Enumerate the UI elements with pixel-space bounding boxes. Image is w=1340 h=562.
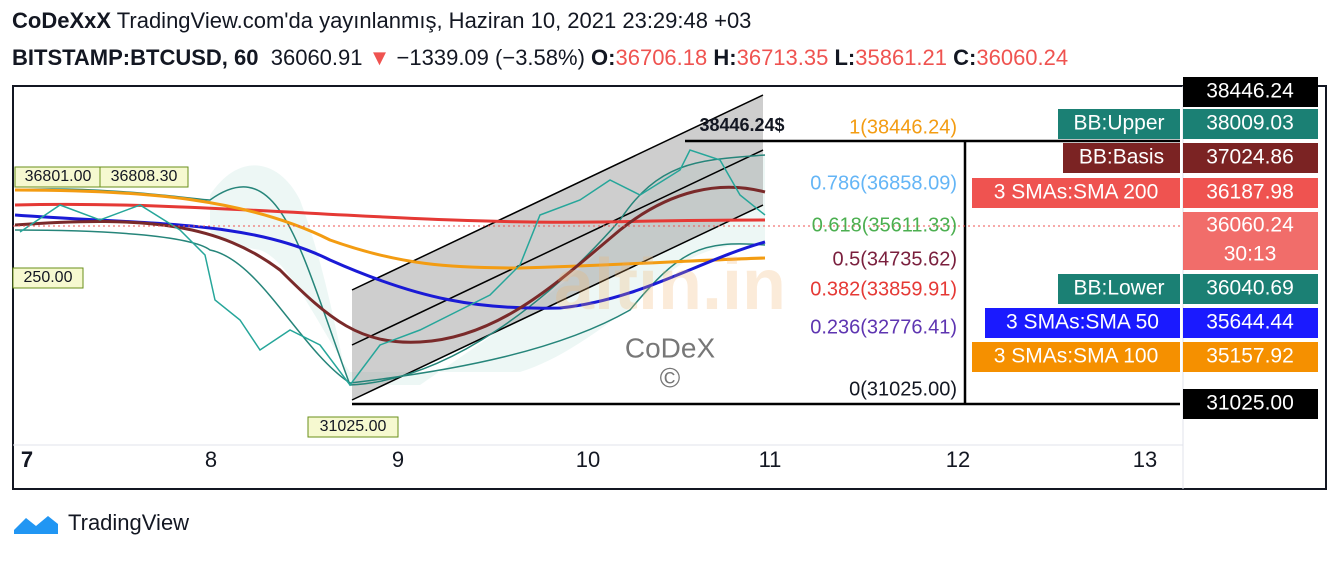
bb-basis	[14, 185, 766, 344]
watermark-logo: altin.in	[554, 245, 786, 325]
change: −1339.09 (−3.58%)	[396, 45, 585, 70]
ohlc-value: 36713.35	[736, 45, 829, 70]
point-label-box	[307, 416, 399, 438]
indicator-badge	[1058, 109, 1180, 139]
x-tick-label: 7	[21, 447, 33, 472]
price-badge-value: 36040.69	[1206, 277, 1294, 300]
fib-label: 0.382(33859.91)	[810, 278, 957, 300]
price-badge-value: 38009.03	[1206, 112, 1294, 135]
channel-line	[351, 204, 764, 401]
indicator-name: 3 SMAs:SMA 50	[1006, 311, 1159, 334]
price-badge	[1183, 77, 1318, 107]
price-badge-value: 36187.98	[1206, 181, 1294, 204]
price-badge-value: 36060.24	[1206, 214, 1294, 237]
price-badge	[1183, 389, 1318, 419]
channel-label: 38446.24$	[699, 115, 784, 135]
price: 36060.91	[270, 45, 363, 70]
ohlc-label: L:	[834, 45, 856, 70]
ohlc-label: C:	[953, 45, 977, 70]
ohlc-value: 35861.21	[855, 45, 948, 70]
price-badge	[1183, 143, 1318, 173]
ohlc-label: O:	[591, 45, 616, 70]
sma-100	[14, 188, 766, 270]
indicator-badge	[1063, 143, 1180, 173]
price-badge	[1183, 308, 1318, 338]
indicator-name: BB:Upper	[1073, 112, 1164, 135]
sma-200	[14, 202, 766, 224]
indicator-name: BB:Lower	[1073, 277, 1164, 300]
price-badge	[1183, 342, 1318, 372]
watermark: ©	[660, 362, 681, 393]
symbol: BITSTAMP:BTCUSD, 60	[12, 45, 259, 70]
x-tick-label: 12	[946, 447, 970, 472]
ohlc-value: 36060.24	[976, 45, 1069, 70]
x-tick-label: 9	[392, 447, 404, 472]
indicator-badge	[1058, 274, 1180, 304]
ohlc-label: H:	[713, 45, 737, 70]
published: TradingView.com'da yayınlanmış, Haziran …	[116, 8, 752, 33]
point-label: 36808.30	[111, 168, 178, 185]
price-badge-value: 31025.00	[1206, 392, 1294, 415]
sma-50	[14, 213, 766, 310]
header-line: CoDeXxX TradingView.com'da yayınlanmış, …	[12, 8, 751, 34]
point-label: 36801.00	[25, 168, 92, 185]
chart: altin.in 7 8 9 10 11 12 13 1(38446.24) 0.786(368…	[12, 77, 1327, 490]
indicator-badge	[972, 178, 1180, 208]
logo	[14, 516, 58, 534]
point-label: 31025.00	[320, 418, 387, 435]
ohlc: O:36706.18 H:36713.35 L:35861.21 C:36060…	[591, 45, 1068, 70]
price-badge-value: 35157.92	[1206, 345, 1294, 368]
channel-line	[351, 149, 764, 346]
footer: TradingView	[12, 510, 189, 536]
symbol-line: BITSTAMP:BTCUSD, 60 36060.91 ▼ −1339.09 …	[12, 45, 1068, 71]
point-label-box	[12, 267, 84, 289]
indicator-name: 3 SMAs:SMA 200	[994, 181, 1159, 204]
watermark: CoDeX	[625, 332, 716, 363]
brand: TradingView	[68, 510, 190, 535]
x-tick-label: 13	[1133, 447, 1157, 472]
fib-label: 1(38446.24)	[849, 116, 957, 138]
x-tick-label: 10	[576, 447, 600, 472]
indicator-name: 3 SMAs:SMA 100	[994, 345, 1159, 368]
point-label: 250.00	[24, 269, 73, 286]
price-badge-value: 38446.24	[1206, 80, 1294, 103]
price-badge	[1183, 178, 1318, 208]
fib-label: 0.5(34735.62)	[832, 248, 957, 270]
price-badge-value: 35644.44	[1206, 311, 1294, 334]
indicator-badge	[985, 308, 1180, 338]
author: CoDeXxX	[12, 8, 112, 33]
price-badge	[1183, 109, 1318, 139]
fib-label: 0.618(35611.33)	[812, 214, 957, 236]
ohlc-value: 36706.18	[615, 45, 708, 70]
channel-line	[351, 94, 764, 291]
fib-label: 0.236(32776.41)	[810, 316, 957, 338]
indicator-name: BB:Basis	[1079, 146, 1164, 169]
point-label-box	[99, 166, 189, 188]
bb-lower	[14, 229, 766, 384]
x-tick-label: 11	[759, 447, 782, 472]
price-badge-countdown: 30:13	[1224, 243, 1277, 266]
fib-label: 0.786(36858.09)	[810, 172, 957, 194]
price-badge	[1183, 274, 1318, 304]
price-badge-value: 37024.86	[1206, 146, 1294, 169]
indicator-badge	[972, 342, 1180, 372]
price-path	[19, 149, 766, 387]
price-badge	[1183, 212, 1318, 270]
x-tick-label: 8	[205, 447, 217, 472]
fib-label: 0(31025.00)	[849, 378, 957, 400]
arrow: ▼	[368, 45, 391, 70]
